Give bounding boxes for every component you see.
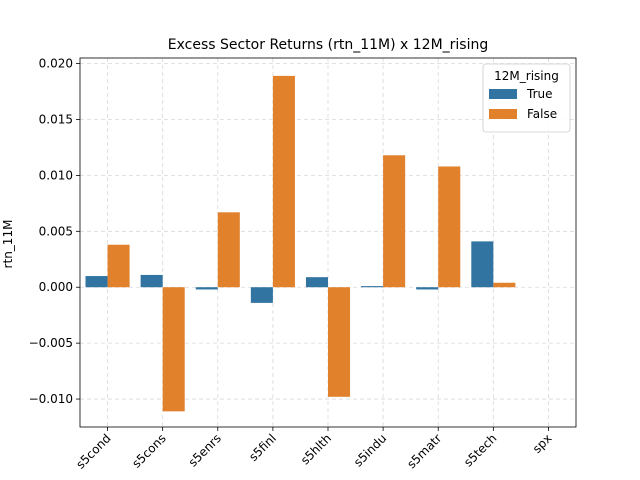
legend-label-false: False xyxy=(527,107,557,121)
bar-false-s5cond xyxy=(107,244,130,288)
y-tick-label: 0.015 xyxy=(39,113,73,127)
bar-layer xyxy=(85,75,516,412)
legend-title: 12M_rising xyxy=(494,69,559,83)
bar-false-s5cons xyxy=(162,287,185,412)
y-tick-label: 0.005 xyxy=(39,224,73,238)
bar-false-s5hlth xyxy=(328,287,351,397)
y-tick-label: 0.020 xyxy=(39,57,73,71)
y-tick-label: −0.010 xyxy=(29,392,73,406)
x-tick-label-s5matr: s5matr xyxy=(404,431,444,471)
y-axis-label: rtn_11M xyxy=(1,220,15,269)
bar-true-s5finl xyxy=(250,287,273,303)
bar-true-s5enrs xyxy=(195,287,218,290)
bar-false-s5tech xyxy=(493,282,516,288)
x-tick-label-s5tech: s5tech xyxy=(461,431,499,469)
bar-true-s5cons xyxy=(140,274,163,288)
x-tick-label-s5indu: s5indu xyxy=(351,431,389,469)
bar-false-s5matr xyxy=(438,166,461,288)
bar-true-s5hlth xyxy=(305,277,328,288)
x-tick-label-s5cons: s5cons xyxy=(129,431,168,470)
y-tick-label: 0.010 xyxy=(39,168,73,182)
bar-true-s5tech xyxy=(471,241,494,288)
x-tick-label-spx: spx xyxy=(530,431,555,456)
bar-false-s5enrs xyxy=(217,212,240,288)
x-tick-label-s5enrs: s5enrs xyxy=(186,431,224,469)
bar-true-s5indu xyxy=(361,286,384,288)
x-tick-label-s5hlth: s5hlth xyxy=(298,431,334,467)
y-tick-label: 0.000 xyxy=(39,280,73,294)
legend-swatch-true xyxy=(489,89,517,99)
legend: 12M_rising True False xyxy=(482,63,571,133)
legend-swatch-false xyxy=(489,109,517,119)
chart-title: Excess Sector Returns (rtn_11M) x 12M_ri… xyxy=(168,37,489,53)
bar-false-s5finl xyxy=(272,75,295,288)
y-tick-label: −0.005 xyxy=(29,336,73,350)
bar-true-s5cond xyxy=(85,276,108,288)
bar-true-s5matr xyxy=(416,287,439,290)
x-tick-label-s5finl: s5finl xyxy=(246,431,279,464)
legend-label-true: True xyxy=(526,87,553,101)
bar-false-s5indu xyxy=(383,155,406,288)
x-tick-label-s5cond: s5cond xyxy=(73,431,113,471)
